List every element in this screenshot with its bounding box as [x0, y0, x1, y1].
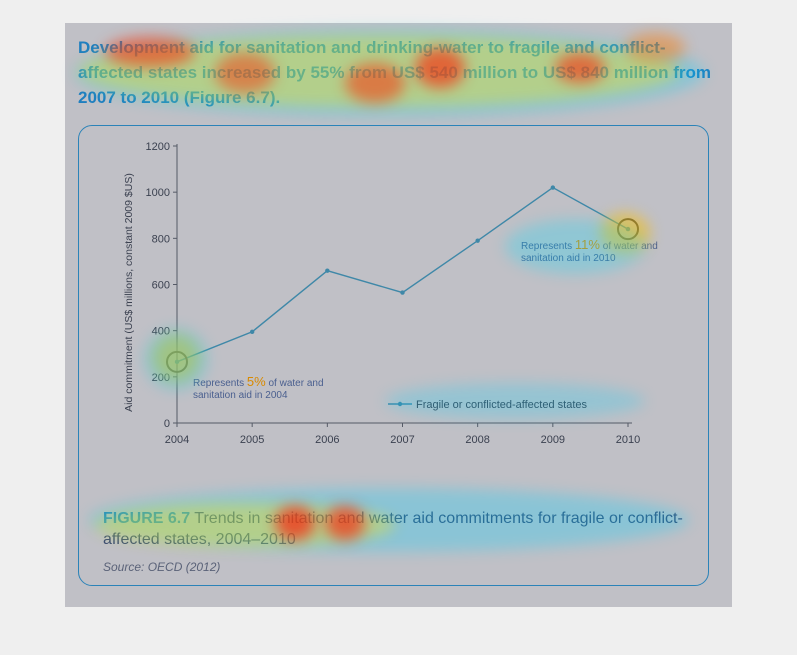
x-tick-label: 2007: [390, 434, 414, 446]
legend-marker: [397, 401, 403, 407]
annotation-highlight: 11%: [575, 237, 600, 252]
y-axis-title: Aid commitment (US$ millions, constant 2…: [123, 173, 135, 412]
caption-text: Trends in sanitation and water aid commi…: [103, 510, 683, 548]
data-point: [400, 290, 405, 295]
source-note: Source: OECD (2012): [103, 560, 221, 574]
annotation-highlight: 5%: [247, 374, 266, 389]
legend-label: Fragile or conflicted-affected states: [416, 399, 587, 411]
annotation-text: Represents 11% of water and: [521, 237, 658, 252]
data-point: [550, 185, 556, 190]
x-tick-label: 2006: [315, 434, 339, 446]
x-tick-label: 2008: [465, 434, 489, 446]
x-tick-label: 2010: [616, 434, 640, 446]
data-point: [625, 226, 631, 232]
figure-caption: FIGURE 6.7 Trends in sanitation and wate…: [103, 508, 693, 550]
y-tick-label: 400: [152, 326, 170, 338]
figure-panel: 0 200 400 600 800 1000 1200 2004 2005 2006 2007 200…: [78, 125, 709, 586]
annotation-suffix: of water and: [600, 241, 658, 252]
annotation-prefix: Represents: [193, 378, 247, 389]
data-point: [249, 329, 255, 335]
annotation-prefix: Represents: [521, 241, 575, 252]
data-point: [475, 238, 480, 243]
y-tick-label: 800: [152, 233, 170, 245]
figure-label: FIGURE 6.7: [103, 510, 191, 527]
y-tick-label: 600: [152, 280, 170, 292]
annotation-suffix: of water and: [266, 378, 324, 389]
x-tick-label: 2009: [541, 434, 565, 446]
annotation-text-line2: sanitation aid in 2004: [193, 390, 288, 401]
y-tick-label: 1200: [146, 141, 170, 153]
y-tick-label: 1000: [146, 187, 170, 199]
annotation-text: Represents 5% of water and: [193, 374, 324, 389]
y-tick-label: 200: [152, 372, 170, 384]
data-point: [174, 359, 180, 365]
x-tick-label: 2005: [240, 434, 264, 446]
series-line: [176, 186, 629, 363]
annotation-text-line2: sanitation aid in 2010: [521, 253, 616, 264]
line-chart: 0 200 400 600 800 1000 1200 2004 2005 2006 2007 200…: [123, 141, 658, 446]
x-tick-label: 2004: [165, 434, 189, 446]
headline-text: Development aid for sanitation and drink…: [78, 38, 711, 107]
y-tick-label: 0: [164, 418, 170, 430]
data-point: [325, 268, 330, 273]
figure-sheet: Development aid for sanitation and drink…: [65, 23, 732, 607]
